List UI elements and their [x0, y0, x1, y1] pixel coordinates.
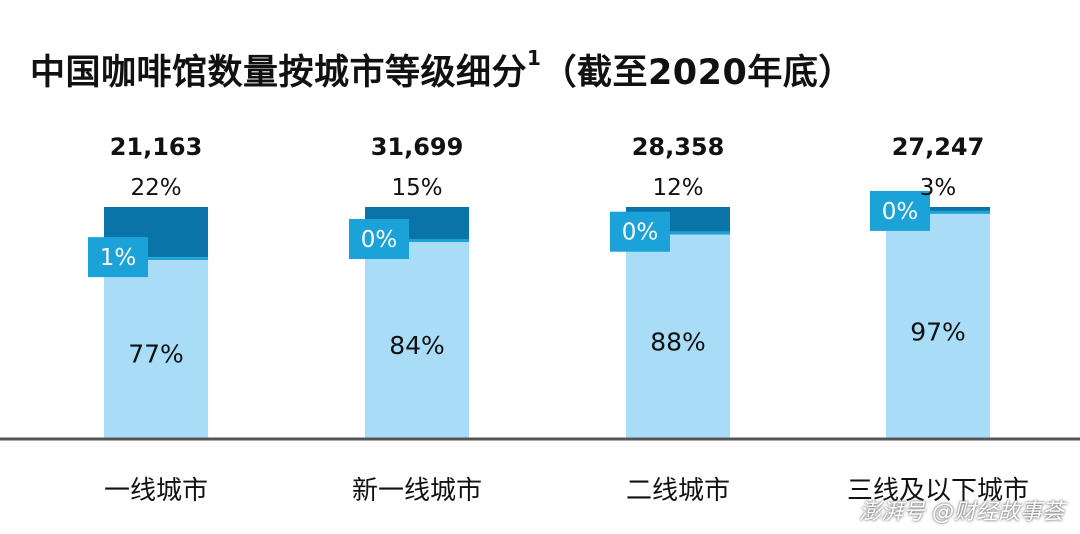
category-label: 二线城市 [626, 476, 730, 506]
total-label: 31,699 [371, 133, 464, 161]
data-label-middle: 0% [361, 227, 398, 253]
data-label-bottom: 84% [389, 331, 445, 360]
data-label-bottom: 77% [128, 340, 184, 369]
data-label-middle: 0% [622, 220, 659, 246]
bar-segment-middle [886, 210, 990, 214]
total-label: 27,247 [892, 133, 985, 161]
bar-segment-bottom [886, 213, 990, 438]
data-label-top: 15% [391, 175, 442, 201]
category-label: 一线城市 [104, 476, 208, 506]
data-label-middle: 1% [100, 245, 137, 271]
data-label-top: 22% [130, 175, 181, 201]
callout-box-middle [88, 237, 148, 278]
data-label-top: 3% [920, 175, 957, 201]
data-label-top: 12% [652, 175, 703, 201]
callout-box-middle [870, 190, 930, 231]
callout-box-middle [349, 219, 409, 259]
data-label-bottom: 88% [650, 327, 706, 356]
total-label: 21,163 [110, 133, 203, 161]
callout-box-middle [610, 211, 670, 252]
data-label-middle: 0% [882, 199, 919, 225]
total-label: 28,358 [632, 133, 725, 161]
bar-segment-middle [104, 257, 208, 261]
data-label-bottom: 97% [910, 317, 966, 346]
chart-title-suffix: （截至2020年底） [541, 53, 854, 93]
bar-segment-bottom [104, 260, 208, 438]
chart-title-footnote-mark: 1 [527, 46, 542, 70]
chart-title-main: 中国咖啡馆数量按城市等级细分 [30, 53, 528, 93]
category-label: 三线及以下城市 [847, 476, 1029, 506]
chart-title: 中国咖啡馆数量按城市等级细分1（截至2020年底） [30, 44, 854, 95]
bar-segment-top [886, 207, 990, 211]
bar-segment-middle [626, 231, 730, 235]
bar-segment-bottom [626, 234, 730, 438]
bar-segment-middle [365, 239, 469, 242]
watermark: 澎湃号 @财经故事荟 [859, 500, 1064, 525]
bar-segment-bottom [365, 242, 469, 438]
category-label: 新一线城市 [352, 476, 482, 506]
